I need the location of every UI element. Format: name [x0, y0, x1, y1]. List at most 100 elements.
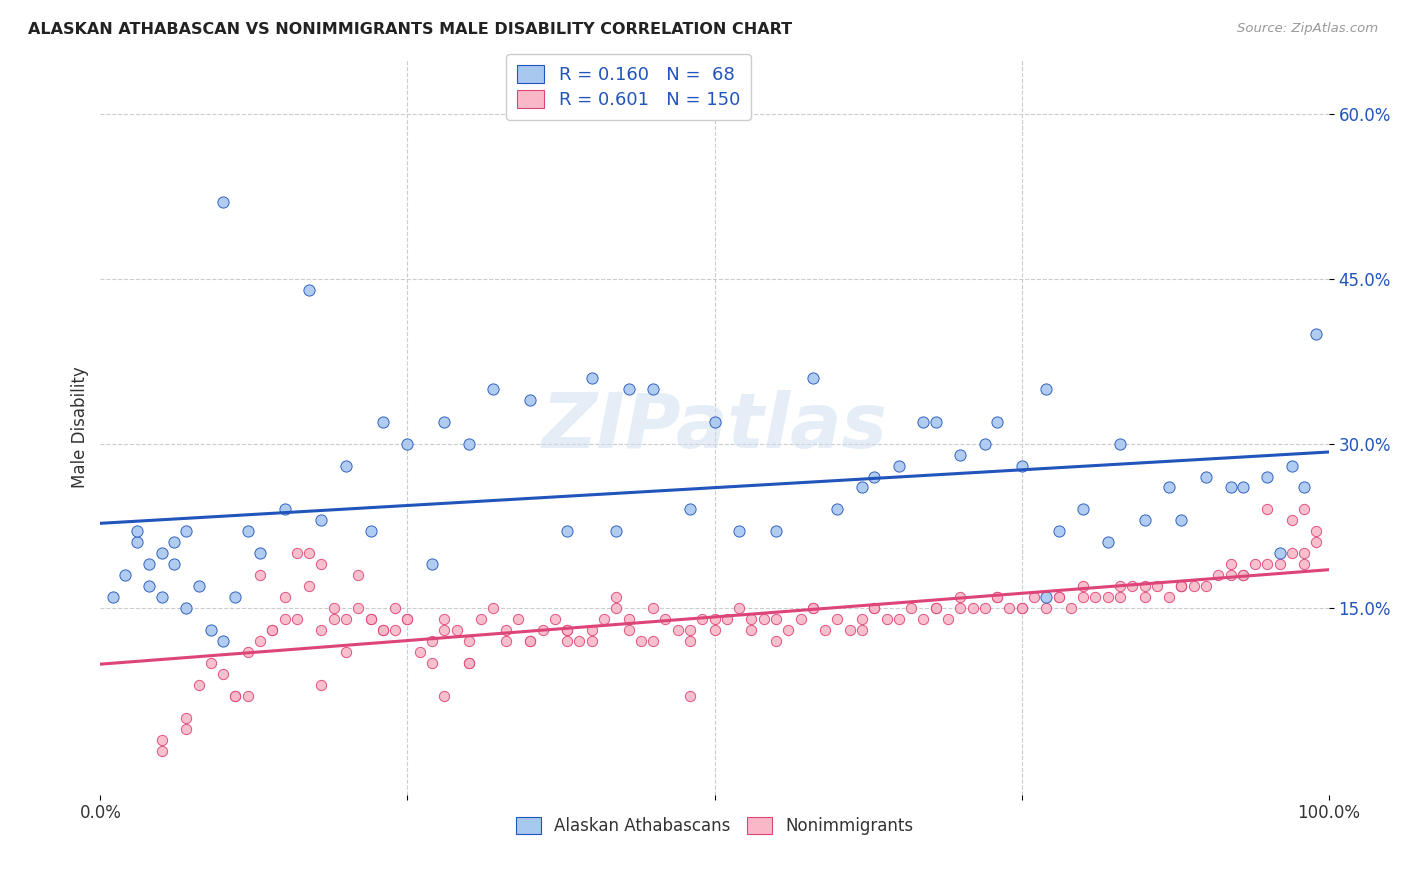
Point	[1294, 502, 1316, 516]
Point	[249, 634, 271, 648]
Point	[335, 612, 357, 626]
Text: Source: ZipAtlas.com: Source: ZipAtlas.com	[1237, 22, 1378, 36]
Point	[838, 623, 860, 637]
Point	[322, 612, 344, 626]
Point	[420, 634, 443, 648]
Point	[1071, 591, 1094, 605]
Point	[396, 612, 419, 626]
Point	[433, 623, 456, 637]
Point	[1170, 513, 1192, 527]
Point	[482, 601, 505, 615]
Point	[138, 558, 160, 572]
Point	[298, 283, 321, 297]
Point	[703, 415, 725, 429]
Point	[617, 382, 640, 396]
Point	[1060, 601, 1083, 615]
Point	[176, 601, 198, 615]
Point	[1232, 568, 1254, 582]
Point	[703, 612, 725, 626]
Point	[986, 415, 1008, 429]
Point	[765, 634, 787, 648]
Text: ALASKAN ATHABASCAN VS NONIMMIGRANTS MALE DISABILITY CORRELATION CHART: ALASKAN ATHABASCAN VS NONIMMIGRANTS MALE…	[28, 22, 792, 37]
Point	[212, 634, 235, 648]
Point	[581, 634, 603, 648]
Point	[212, 667, 235, 681]
Point	[420, 656, 443, 670]
Point	[262, 623, 284, 637]
Point	[433, 689, 456, 703]
Point	[224, 591, 246, 605]
Text: ZIPatlas: ZIPatlas	[541, 390, 887, 464]
Point	[163, 558, 186, 572]
Point	[1281, 546, 1303, 560]
Point	[1097, 535, 1119, 549]
Y-axis label: Male Disability: Male Disability	[72, 367, 89, 488]
Point	[887, 612, 910, 626]
Point	[581, 371, 603, 385]
Point	[568, 634, 591, 648]
Point	[949, 591, 972, 605]
Point	[581, 623, 603, 637]
Point	[150, 546, 173, 560]
Point	[298, 546, 321, 560]
Point	[360, 612, 382, 626]
Point	[679, 689, 702, 703]
Point	[1182, 579, 1205, 593]
Point	[851, 481, 873, 495]
Point	[285, 546, 308, 560]
Legend: Alaskan Athabascans, Nonimmigrants: Alaskan Athabascans, Nonimmigrants	[506, 807, 924, 846]
Point	[335, 645, 357, 659]
Point	[236, 689, 259, 703]
Point	[1281, 458, 1303, 473]
Point	[912, 612, 935, 626]
Point	[1244, 558, 1267, 572]
Point	[593, 612, 616, 626]
Point	[1170, 579, 1192, 593]
Point	[679, 634, 702, 648]
Point	[544, 612, 567, 626]
Point	[311, 623, 333, 637]
Point	[384, 601, 406, 615]
Point	[1294, 546, 1316, 560]
Point	[863, 601, 886, 615]
Point	[371, 415, 394, 429]
Point	[617, 623, 640, 637]
Point	[150, 591, 173, 605]
Point	[285, 612, 308, 626]
Point	[457, 436, 479, 450]
Point	[396, 436, 419, 450]
Point	[519, 392, 541, 407]
Point	[555, 634, 578, 648]
Point	[1219, 568, 1241, 582]
Point	[690, 612, 713, 626]
Point	[1195, 469, 1218, 483]
Point	[863, 601, 886, 615]
Point	[924, 601, 946, 615]
Point	[360, 612, 382, 626]
Point	[470, 612, 492, 626]
Point	[949, 601, 972, 615]
Point	[1232, 568, 1254, 582]
Point	[249, 568, 271, 582]
Point	[101, 591, 124, 605]
Point	[482, 382, 505, 396]
Point	[1109, 579, 1132, 593]
Point	[224, 689, 246, 703]
Point	[519, 634, 541, 648]
Point	[814, 623, 837, 637]
Point	[555, 524, 578, 539]
Point	[752, 612, 775, 626]
Point	[740, 612, 762, 626]
Point	[1011, 458, 1033, 473]
Point	[347, 601, 370, 615]
Point	[643, 382, 665, 396]
Point	[150, 744, 173, 758]
Point	[236, 524, 259, 539]
Point	[457, 656, 479, 670]
Point	[1011, 601, 1033, 615]
Point	[347, 568, 370, 582]
Point	[630, 634, 652, 648]
Point	[200, 656, 222, 670]
Point	[666, 623, 689, 637]
Point	[519, 634, 541, 648]
